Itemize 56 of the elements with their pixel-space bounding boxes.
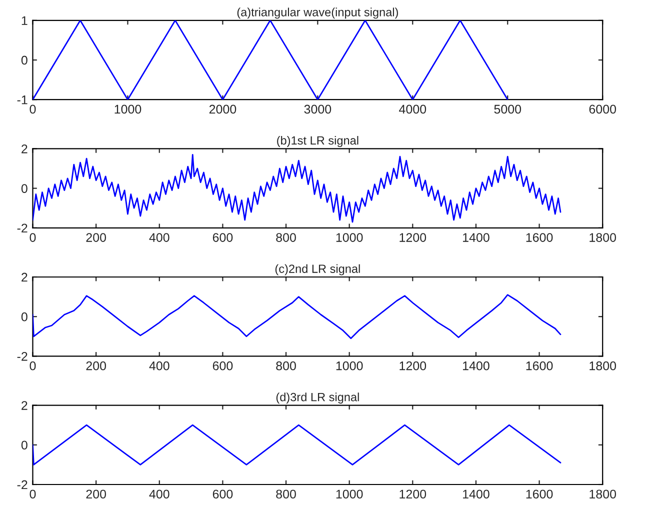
y-tick-label: -1 (17, 96, 28, 104)
x-tick-label: 1400 (463, 361, 490, 370)
x-tick-label: 0 (30, 490, 36, 499)
x-tick-label: 200 (86, 490, 106, 499)
x-tick-label: 1000 (336, 490, 363, 499)
chart-title: (b)1st LR signal (277, 136, 358, 147)
y-tick-label: 0 (21, 312, 28, 322)
x-tick-label: 0 (30, 233, 36, 242)
x-tick-label: 1000 (336, 361, 363, 370)
x-tick-label: 1000 (336, 233, 363, 242)
x-tick-label: 1200 (400, 361, 426, 370)
chart-title: (a)triangular wave(input signal) (237, 8, 398, 19)
x-tick-label: 2000 (209, 104, 236, 114)
y-tick-label: 0 (21, 440, 28, 450)
x-tick-label: 1000 (114, 104, 142, 114)
x-tick-label: 800 (276, 361, 296, 370)
x-tick-label: 1600 (526, 361, 553, 370)
y-tick-label: 2 (22, 272, 28, 282)
x-tick-label: 600 (212, 490, 233, 499)
x-tick-label: 4000 (399, 104, 426, 114)
x-tick-label: 200 (86, 233, 106, 242)
x-tick-label: 1400 (463, 490, 490, 499)
x-tick-label: 1400 (463, 233, 490, 242)
x-tick-label: 600 (212, 233, 233, 242)
y-tick-label: 2 (22, 401, 28, 410)
x-tick-label: 1600 (526, 490, 553, 499)
x-tick-label: 5000 (494, 104, 522, 114)
x-tick-label: 1200 (400, 490, 426, 499)
chart-title: (c)2nd LR signal (275, 264, 360, 276)
line-series (32, 294, 562, 340)
chart-title: (d)3rd LR signal (276, 392, 359, 404)
y-tick-label: -2 (17, 352, 28, 361)
x-tick-label: 400 (149, 361, 170, 370)
x-tick-label: 1800 (590, 490, 616, 499)
x-tick-label: 200 (86, 361, 106, 370)
x-tick-label: 1200 (400, 233, 426, 242)
y-tick-label: -2 (17, 224, 28, 232)
x-tick-label: 800 (276, 233, 296, 242)
y-tick-label: 1 (22, 16, 28, 25)
x-tick-label: 1800 (590, 233, 616, 242)
line-series (32, 154, 562, 223)
x-tick-label: 600 (212, 361, 233, 370)
y-tick-label: 0 (21, 56, 28, 65)
x-tick-label: 0 (30, 361, 36, 370)
y-tick-label: 0 (21, 184, 28, 193)
y-tick-label: -2 (17, 480, 28, 490)
line-series (32, 424, 562, 466)
x-tick-label: 1600 (526, 233, 553, 242)
x-tick-label: 6000 (589, 104, 616, 114)
x-tick-label: 400 (149, 490, 170, 499)
x-tick-label: 3000 (304, 104, 332, 114)
x-tick-label: 0 (30, 104, 36, 114)
y-tick-label: 2 (22, 144, 28, 154)
x-tick-label: 800 (276, 490, 296, 499)
x-tick-label: 1800 (590, 361, 616, 370)
x-tick-label: 400 (149, 233, 170, 242)
